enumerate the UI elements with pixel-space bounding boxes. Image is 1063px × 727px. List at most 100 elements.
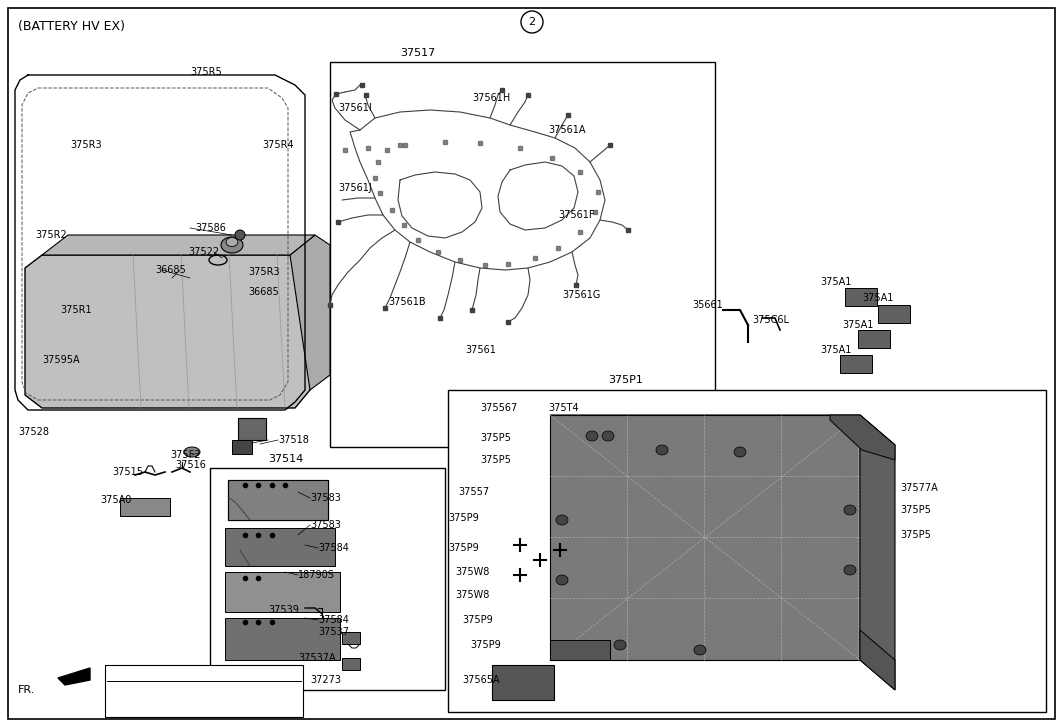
Bar [342, 658, 360, 670]
Text: 375R1: 375R1 [60, 305, 91, 315]
Text: 375P9: 375P9 [470, 640, 501, 650]
Text: 37557: 37557 [458, 487, 489, 497]
Text: (BATTERY HV EX): (BATTERY HV EX) [18, 20, 125, 33]
Bar [120, 498, 170, 516]
Text: 37584: 37584 [318, 615, 349, 625]
Ellipse shape [614, 640, 626, 650]
Ellipse shape [844, 565, 856, 575]
Text: 375R3: 375R3 [70, 140, 102, 150]
Text: 375A1: 375A1 [842, 320, 874, 330]
Polygon shape [290, 235, 330, 390]
Bar [858, 330, 890, 348]
Polygon shape [26, 255, 310, 408]
Ellipse shape [226, 238, 238, 246]
Text: 375W8: 375W8 [455, 590, 489, 600]
Text: 36685: 36685 [155, 265, 186, 275]
Text: 37514: 37514 [268, 454, 303, 464]
Text: NOTE: NOTE [109, 669, 135, 678]
Text: 375R2: 375R2 [35, 230, 67, 240]
Ellipse shape [694, 645, 706, 655]
Text: 37537A: 37537A [298, 653, 336, 663]
Bar [225, 528, 335, 566]
Text: 375P5: 375P5 [480, 455, 511, 465]
Text: 375R3: 375R3 [248, 267, 280, 277]
Polygon shape [860, 415, 895, 690]
Text: 37539: 37539 [268, 605, 299, 615]
Text: 37528: 37528 [18, 427, 49, 437]
Text: THE NO.37501:①-②: THE NO.37501:①-② [109, 685, 198, 694]
Ellipse shape [656, 445, 668, 455]
Text: 37561H: 37561H [472, 93, 510, 103]
Text: 37518: 37518 [279, 435, 309, 445]
Text: 18790S: 18790S [298, 570, 335, 580]
Bar [225, 618, 340, 660]
Polygon shape [550, 415, 895, 445]
Text: 37586: 37586 [195, 223, 225, 233]
Text: 37517: 37517 [400, 48, 435, 58]
Ellipse shape [586, 431, 598, 441]
Text: 37561I: 37561I [338, 103, 372, 113]
Text: 375C6L: 375C6L [752, 315, 789, 325]
Text: 2: 2 [528, 17, 536, 27]
Text: 37516: 37516 [175, 460, 206, 470]
Bar [225, 572, 340, 612]
Ellipse shape [556, 575, 568, 585]
Text: 375A1: 375A1 [820, 277, 851, 287]
Text: 37561A: 37561A [549, 125, 586, 135]
Text: 375A1: 375A1 [862, 293, 893, 303]
Text: 36685: 36685 [248, 287, 279, 297]
Text: 37561: 37561 [465, 345, 495, 355]
Text: 37583: 37583 [310, 493, 341, 503]
Text: 37561B: 37561B [388, 297, 425, 307]
Text: 375567: 375567 [480, 403, 518, 413]
Bar [238, 418, 266, 440]
Polygon shape [58, 668, 90, 685]
Text: 375R4: 375R4 [261, 140, 293, 150]
Ellipse shape [602, 431, 614, 441]
Text: 375F2: 375F2 [170, 450, 201, 460]
Polygon shape [550, 415, 860, 660]
Bar [105, 665, 303, 717]
Ellipse shape [556, 515, 568, 525]
Ellipse shape [184, 447, 200, 457]
Text: 37583: 37583 [310, 520, 341, 530]
Text: 375P5: 375P5 [900, 530, 931, 540]
Bar [448, 390, 1046, 712]
Text: 37537: 37537 [318, 627, 349, 637]
Text: 375P9: 375P9 [462, 615, 493, 625]
Ellipse shape [221, 237, 243, 253]
Text: 37561G: 37561G [562, 290, 601, 300]
Text: 37577A: 37577A [900, 483, 938, 493]
Bar [550, 640, 610, 660]
Ellipse shape [844, 505, 856, 515]
Text: 375P9: 375P9 [448, 543, 478, 553]
Polygon shape [43, 235, 315, 255]
Bar [330, 62, 715, 447]
Bar [227, 480, 328, 520]
Text: 37522: 37522 [188, 247, 219, 257]
Text: 37584: 37584 [318, 543, 349, 553]
Text: 375A0: 375A0 [100, 495, 132, 505]
Text: 37595A: 37595A [43, 355, 80, 365]
Text: 375R5: 375R5 [190, 67, 222, 77]
Bar [342, 632, 360, 644]
Text: 375P5: 375P5 [900, 505, 931, 515]
Polygon shape [830, 415, 895, 460]
Bar [210, 468, 445, 690]
Text: 37561J: 37561J [338, 183, 372, 193]
Polygon shape [860, 630, 895, 690]
Text: 375W8: 375W8 [455, 567, 489, 577]
Bar [840, 355, 872, 373]
Text: 37273: 37273 [310, 675, 341, 685]
Text: 37561F: 37561F [558, 210, 594, 220]
Text: 375P9: 375P9 [448, 513, 478, 523]
Ellipse shape [235, 230, 244, 240]
Ellipse shape [733, 447, 746, 457]
Text: 375P1: 375P1 [608, 375, 643, 385]
Bar [232, 440, 252, 454]
Text: 375A1: 375A1 [820, 345, 851, 355]
Text: 37515: 37515 [112, 467, 144, 477]
Bar [845, 288, 877, 306]
Text: FR.: FR. [18, 685, 35, 695]
Text: 37565A: 37565A [462, 675, 500, 685]
